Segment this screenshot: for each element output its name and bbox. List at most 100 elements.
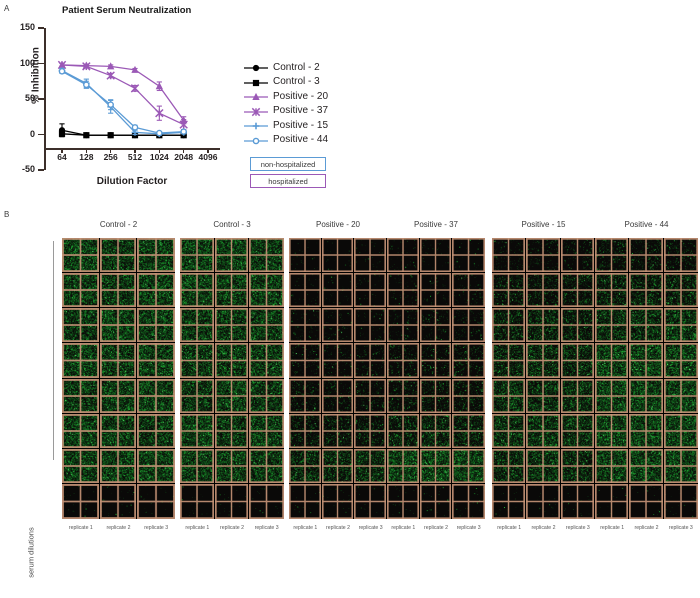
well-image[interactable]: [249, 343, 284, 379]
well-image[interactable]: [354, 413, 387, 449]
well-image[interactable]: [289, 483, 322, 519]
well-image[interactable]: [289, 273, 322, 309]
well-image[interactable]: [663, 343, 698, 379]
well-image[interactable]: [452, 238, 485, 274]
well-image[interactable]: [354, 483, 387, 519]
well-image[interactable]: [249, 413, 284, 449]
well-image[interactable]: [452, 308, 485, 344]
well-image[interactable]: [321, 448, 355, 484]
well-image[interactable]: [419, 483, 453, 519]
well-image[interactable]: [560, 308, 595, 344]
well-image[interactable]: [452, 343, 485, 379]
well-image[interactable]: [419, 273, 453, 309]
well-image[interactable]: [663, 413, 698, 449]
well-image[interactable]: [249, 483, 284, 519]
well-image[interactable]: [594, 308, 630, 344]
well-image[interactable]: [321, 378, 355, 414]
legend-item[interactable]: Control - 2: [243, 60, 363, 75]
well-image[interactable]: [663, 483, 698, 519]
well-image[interactable]: [526, 238, 561, 274]
well-image[interactable]: [594, 343, 630, 379]
legend-item[interactable]: Positive - 37: [243, 104, 363, 119]
well-image[interactable]: [560, 413, 595, 449]
well-image[interactable]: [321, 273, 355, 309]
well-image[interactable]: [629, 273, 664, 309]
well-image[interactable]: [492, 483, 527, 519]
well-image[interactable]: [214, 343, 250, 379]
well-image[interactable]: [526, 413, 561, 449]
well-image[interactable]: [321, 238, 355, 274]
well-image[interactable]: [629, 378, 664, 414]
well-image[interactable]: [419, 308, 453, 344]
well-image[interactable]: [663, 308, 698, 344]
well-image[interactable]: [180, 238, 215, 274]
well-image[interactable]: [629, 238, 664, 274]
well-image[interactable]: [452, 378, 485, 414]
well-image[interactable]: [137, 483, 175, 519]
well-image[interactable]: [214, 483, 250, 519]
well-image[interactable]: [386, 413, 420, 449]
well-image[interactable]: [560, 448, 595, 484]
well-image[interactable]: [560, 273, 595, 309]
well-image[interactable]: [214, 378, 250, 414]
well-image[interactable]: [526, 273, 561, 309]
well-image[interactable]: [180, 413, 215, 449]
well-image[interactable]: [62, 238, 100, 274]
well-image[interactable]: [214, 448, 250, 484]
well-image[interactable]: [629, 448, 664, 484]
well-image[interactable]: [629, 483, 664, 519]
legend-item[interactable]: Positive - 15: [243, 118, 363, 133]
well-image[interactable]: [62, 273, 100, 309]
well-image[interactable]: [62, 308, 100, 344]
well-image[interactable]: [492, 448, 527, 484]
well-image[interactable]: [452, 483, 485, 519]
well-image[interactable]: [663, 273, 698, 309]
well-image[interactable]: [629, 308, 664, 344]
well-image[interactable]: [289, 238, 322, 274]
well-image[interactable]: [180, 483, 215, 519]
well-image[interactable]: [594, 483, 630, 519]
well-image[interactable]: [560, 238, 595, 274]
well-image[interactable]: [99, 238, 138, 274]
well-image[interactable]: [386, 273, 420, 309]
well-image[interactable]: [526, 483, 561, 519]
well-image[interactable]: [214, 308, 250, 344]
well-image[interactable]: [560, 378, 595, 414]
well-image[interactable]: [492, 378, 527, 414]
well-image[interactable]: [321, 308, 355, 344]
well-image[interactable]: [354, 343, 387, 379]
well-image[interactable]: [419, 413, 453, 449]
well-image[interactable]: [62, 378, 100, 414]
well-image[interactable]: [663, 238, 698, 274]
well-image[interactable]: [629, 413, 664, 449]
well-image[interactable]: [99, 448, 138, 484]
well-image[interactable]: [214, 413, 250, 449]
well-image[interactable]: [321, 483, 355, 519]
well-image[interactable]: [62, 448, 100, 484]
well-image[interactable]: [526, 378, 561, 414]
well-image[interactable]: [526, 448, 561, 484]
well-image[interactable]: [526, 343, 561, 379]
well-image[interactable]: [419, 448, 453, 484]
well-image[interactable]: [137, 378, 175, 414]
well-image[interactable]: [386, 483, 420, 519]
well-image[interactable]: [137, 308, 175, 344]
well-image[interactable]: [137, 413, 175, 449]
well-image[interactable]: [180, 308, 215, 344]
well-image[interactable]: [321, 343, 355, 379]
well-image[interactable]: [526, 308, 561, 344]
legend-item[interactable]: Control - 3: [243, 75, 363, 90]
well-image[interactable]: [354, 308, 387, 344]
well-image[interactable]: [492, 308, 527, 344]
legend-item[interactable]: Positive - 44: [243, 133, 363, 148]
well-image[interactable]: [386, 238, 420, 274]
well-image[interactable]: [594, 378, 630, 414]
well-image[interactable]: [492, 413, 527, 449]
well-image[interactable]: [663, 448, 698, 484]
well-image[interactable]: [354, 378, 387, 414]
well-image[interactable]: [289, 378, 322, 414]
well-image[interactable]: [249, 448, 284, 484]
well-image[interactable]: [663, 378, 698, 414]
well-image[interactable]: [594, 273, 630, 309]
well-image[interactable]: [386, 378, 420, 414]
